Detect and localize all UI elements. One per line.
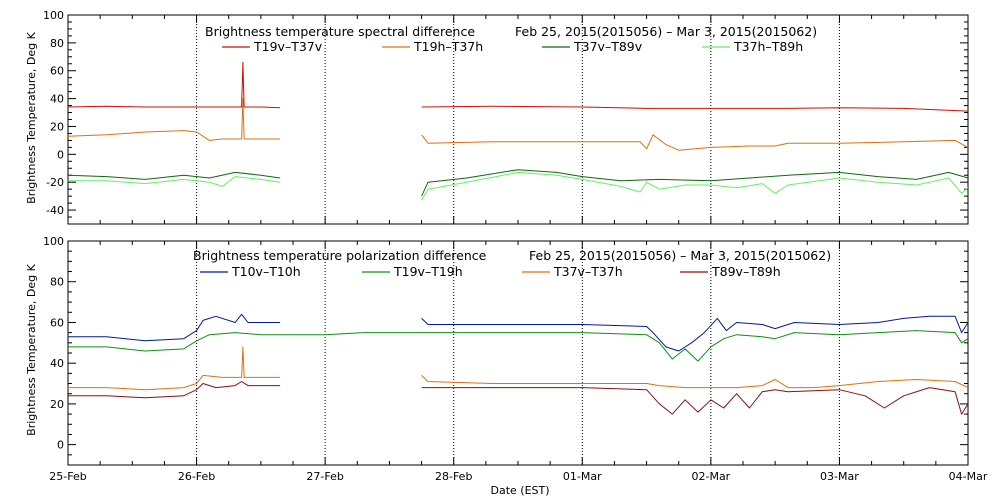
legend-label: T37h–T89h [733,39,803,54]
series-line [421,315,969,352]
y-tick-label: 0 [57,148,64,161]
x-tick-label: 28-Feb [435,470,472,483]
y-tick-label: 100 [43,235,64,248]
legend-label: T19h–T37h [413,39,483,54]
y-tick-label: 100 [43,9,64,22]
series-line [67,171,281,180]
legend-label: T37v–T37h [553,264,623,279]
series-line [68,346,281,391]
plot-frame [67,240,969,466]
y-tick-label: -20 [46,176,64,189]
spectral-difference-panel: Brightness temperature spectral differen… [25,9,969,225]
x-tick-label: 26-Feb [178,470,215,483]
polarization-y-axis-label: Brightness Temperature, Deg K [25,263,38,435]
legend-label: T19v–T37v [253,39,323,54]
series-line [421,134,969,151]
plot-frame [67,14,969,225]
series-line [68,381,281,399]
y-tick-label: -40 [46,204,64,217]
series-line [421,375,969,389]
legend-label: T10v–T10h [231,264,301,279]
y-tick-label: 20 [50,120,64,133]
series-line [68,330,969,362]
polarization-difference-panel: Brightness temperature polarization diff… [25,235,969,466]
x-tick-label: 01-Mar [563,470,602,483]
y-tick-label: 60 [50,65,64,78]
spectral-title-left: Brightness temperature spectral differen… [205,24,475,39]
x-tick-label: 03-Mar [820,470,859,483]
series-line [67,98,281,141]
series-line [67,61,281,109]
series-line [68,176,281,187]
polarization-title-right: Feb 25, 2015(2015056) – Mar 3, 2015(2015… [529,248,831,263]
series-line [68,313,281,342]
legend-label: T37v–T89v [573,39,643,54]
x-tick-label: 25-Feb [49,470,86,483]
series-line [421,171,969,201]
spectral-y-axis-label: Brightness Temperature, Deg K [25,31,38,203]
series-line [421,105,969,112]
y-tick-label: 40 [50,357,64,370]
y-tick-label: 40 [50,93,64,106]
x-tick-label: 27-Feb [306,470,343,483]
y-tick-label: 80 [50,276,64,289]
x-axis-label: Date (EST) [490,484,549,497]
series-line [421,169,969,197]
x-tick-label: 02-Mar [691,470,730,483]
x-tick-label: 04-Mar [949,470,988,483]
y-tick-label: 80 [50,37,64,50]
spectral-title-right: Feb 25, 2015(2015056) – Mar 3, 2015(2015… [515,24,817,39]
legend-label: T19v–T19h [393,264,463,279]
polarization-title-left: Brightness temperature polarization diff… [193,248,487,263]
y-tick-label: 0 [57,439,64,452]
series-line [421,387,969,415]
legend-label: T89v–T89h [711,264,781,279]
y-tick-label: 20 [50,398,64,411]
y-tick-label: 60 [50,316,64,329]
